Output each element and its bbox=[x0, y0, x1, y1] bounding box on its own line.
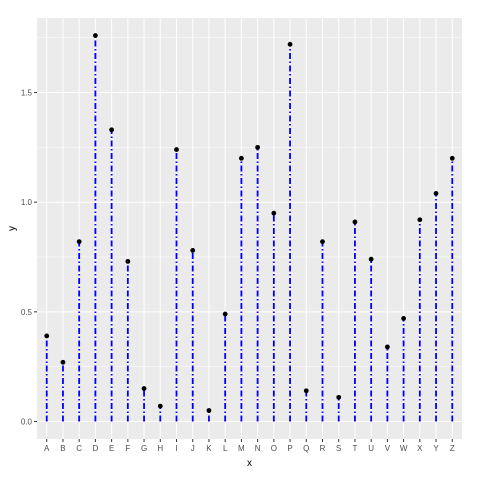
x-tick-label-u: U bbox=[368, 444, 374, 453]
point-x bbox=[417, 217, 423, 223]
segments bbox=[45, 35, 454, 422]
x-tick-label-n: N bbox=[255, 444, 261, 453]
x-tick-label-f: F bbox=[125, 444, 130, 453]
point-v bbox=[384, 344, 390, 350]
x-tick-label-k: K bbox=[206, 444, 212, 453]
point-h bbox=[157, 403, 163, 409]
point-q bbox=[303, 388, 309, 394]
point-w bbox=[401, 316, 407, 321]
x-axis-title: x bbox=[247, 458, 252, 469]
x-tick-label-r: R bbox=[320, 444, 326, 453]
x-tick-label-l: L bbox=[223, 444, 228, 453]
x-tick-label-h: H bbox=[157, 444, 163, 453]
point-i bbox=[174, 147, 179, 152]
point-e bbox=[109, 127, 115, 133]
x-tick-label-d: D bbox=[93, 444, 99, 453]
y-tick-label: 1.0 bbox=[21, 198, 33, 207]
point-o bbox=[271, 210, 277, 216]
point-d bbox=[92, 33, 98, 38]
x-tick-label-e: E bbox=[109, 444, 114, 453]
x-tick-label-z: Z bbox=[450, 444, 455, 453]
point-n bbox=[255, 144, 261, 150]
y-axis-ticks: 0.0 0.5 1.0 1.5 bbox=[21, 89, 37, 426]
x-tick-label-y: Y bbox=[433, 444, 439, 453]
y-axis-title: y bbox=[7, 226, 18, 231]
plot-panel bbox=[37, 18, 462, 439]
y-tick-label: 1.5 bbox=[21, 89, 33, 98]
grid-minor bbox=[37, 37, 462, 367]
point-m bbox=[238, 155, 244, 161]
points bbox=[44, 33, 455, 413]
x-tick-label-x: X bbox=[417, 444, 423, 453]
point-t bbox=[352, 219, 358, 225]
x-tick-label-q: Q bbox=[303, 444, 309, 453]
point-y bbox=[433, 191, 439, 196]
x-tick-label-i: I bbox=[175, 444, 177, 453]
x-tick-label-t: T bbox=[352, 444, 357, 453]
x-tick-label-v: V bbox=[385, 444, 391, 453]
point-z bbox=[449, 155, 455, 161]
point-g bbox=[141, 386, 147, 391]
x-tick-label-s: S bbox=[336, 444, 341, 453]
y-tick-label: 0.5 bbox=[21, 308, 33, 317]
x-tick-label-j: J bbox=[191, 444, 195, 453]
x-tick-label-m: M bbox=[238, 444, 245, 453]
point-p bbox=[287, 41, 293, 47]
point-f bbox=[125, 258, 131, 264]
x-tick-label-p: P bbox=[287, 444, 292, 453]
x-tick-label-w: W bbox=[400, 444, 408, 453]
point-l bbox=[222, 311, 228, 317]
point-s bbox=[336, 394, 342, 400]
point-r bbox=[320, 239, 325, 245]
point-a bbox=[44, 333, 50, 339]
point-u bbox=[368, 256, 374, 262]
x-tick-label-o: O bbox=[271, 444, 277, 453]
x-tick-label-g: G bbox=[141, 444, 147, 453]
x-tick-label-a: A bbox=[44, 444, 50, 453]
x-tick-label-b: B bbox=[60, 444, 65, 453]
point-k bbox=[206, 408, 212, 413]
point-j bbox=[190, 248, 196, 253]
x-tick-label-c: C bbox=[76, 444, 82, 453]
point-b bbox=[60, 359, 66, 365]
y-tick-label: 0.0 bbox=[21, 417, 33, 426]
point-c bbox=[76, 239, 82, 245]
